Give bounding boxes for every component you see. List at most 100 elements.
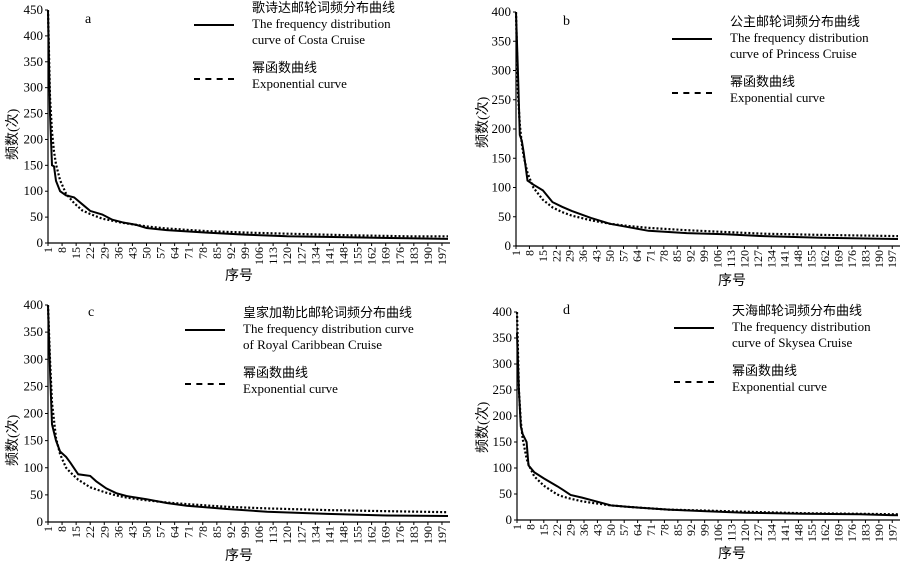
x-tick-label: 85 — [670, 250, 684, 262]
y-tick-label: 200 — [24, 131, 44, 146]
x-tick-label: 8 — [523, 524, 537, 530]
power-fit-line — [46, 304, 449, 514]
legend-text: Exponential curve — [732, 379, 827, 394]
legend-text: Exponential curve — [243, 381, 338, 396]
x-tick-label: 29 — [97, 526, 111, 538]
x-tick-label: 71 — [644, 524, 658, 536]
x-tick-label: 120 — [738, 524, 752, 542]
x-axis-label: 序号 — [225, 549, 253, 564]
x-tick-label: 155 — [351, 526, 365, 544]
y-tick-label: 250 — [24, 378, 44, 393]
panel-label: b — [563, 14, 570, 29]
y-tick-label: 0 — [506, 512, 513, 527]
y-tick-label: 150 — [24, 433, 44, 448]
x-tick-label: 64 — [168, 526, 182, 538]
x-tick-label: 99 — [238, 247, 252, 259]
x-tick-label: 155 — [351, 247, 365, 265]
x-tick-label: 197 — [435, 526, 449, 544]
x-tick-label: 134 — [308, 526, 322, 544]
x-tick-label: 36 — [111, 526, 125, 538]
legend-text: curve of Princess Cruise — [730, 46, 857, 61]
y-tick-label: 450 — [24, 2, 44, 17]
x-tick-label: 85 — [210, 526, 224, 538]
legend-solid-swatch — [194, 24, 234, 26]
legend-text: 幂函数曲线 — [730, 74, 796, 89]
x-tick-label: 64 — [168, 247, 182, 259]
x-tick-label: 92 — [224, 247, 238, 259]
x-tick-label: 64 — [631, 524, 645, 536]
x-tick-label: 155 — [805, 524, 819, 542]
x-tick-label: 120 — [280, 526, 294, 544]
legend-text: curve of Skysea Cruise — [732, 335, 853, 350]
chart-panel-b: 0 50 100 150 200 250 300 350 400 1 8 15 22 29 36 43 50 57… — [450, 0, 900, 289]
legend: 歌诗达邮轮词频分布曲线 The frequency distribution cur… — [194, 0, 395, 92]
x-tick-label: 15 — [69, 526, 83, 538]
y-tick-label: 300 — [493, 356, 513, 371]
x-tick-label: 78 — [196, 526, 210, 538]
legend-entry: 幂函数曲线 Exponential curve — [674, 363, 871, 395]
y-tick-label: 100 — [24, 460, 44, 475]
x-tick-label: 15 — [69, 247, 83, 259]
y-tick-label: 0 — [505, 238, 512, 253]
x-tick-label: 99 — [697, 250, 711, 262]
y-tick-label: 300 — [24, 351, 44, 366]
y-axis-label: 频数(次) — [476, 401, 491, 453]
legend-entry: 幂函数曲线 Exponential curve — [185, 365, 414, 397]
x-tick-label: 22 — [549, 250, 563, 262]
x-tick-label: 148 — [791, 524, 805, 542]
x-tick-label: 162 — [818, 524, 832, 542]
legend-dotted-swatch — [194, 78, 234, 80]
y-tick-label: 350 — [492, 33, 512, 48]
y-axis-label: 频数(次) — [476, 96, 491, 148]
panel-label: d — [563, 303, 570, 318]
x-tick-label: 22 — [550, 524, 564, 536]
x-tick-label: 36 — [577, 524, 591, 536]
panel-label: c — [88, 305, 95, 320]
y-tick-label: 400 — [24, 28, 44, 43]
y-tick-label: 0 — [37, 514, 44, 529]
panel-label: a — [85, 12, 92, 27]
y-tick-label: 350 — [24, 54, 44, 69]
x-tick-label: 113 — [724, 250, 738, 268]
x-tick-label: 50 — [139, 526, 153, 538]
x-tick-label: 134 — [308, 247, 322, 265]
x-tick-label: 1 — [41, 247, 55, 253]
x-tick-label: 43 — [590, 524, 604, 536]
x-tick-label: 169 — [379, 526, 393, 544]
x-tick-label: 43 — [590, 250, 604, 262]
x-tick-label: 106 — [711, 250, 725, 268]
y-tick-label: 300 — [492, 63, 512, 78]
x-tick-label: 1 — [510, 524, 524, 530]
x-tick-label: 190 — [872, 524, 886, 542]
x-tick-label: 1 — [509, 250, 523, 256]
x-tick-label: 169 — [831, 250, 845, 268]
y-tick-label: 400 — [24, 297, 44, 312]
legend-entry: 幂函数曲线 Exponential curve — [194, 60, 395, 92]
legend-text: of Royal Caribbean Cruise — [243, 337, 382, 352]
x-tick-label: 183 — [858, 524, 872, 542]
legend-text: 幂函数曲线 — [243, 365, 309, 380]
x-tick-label: 127 — [751, 524, 765, 542]
x-tick-label: 85 — [671, 524, 685, 536]
power-fit-line — [514, 11, 899, 238]
y-tick-label: 400 — [493, 304, 513, 319]
x-tick-label: 1 — [41, 526, 55, 532]
legend-entry: 公主邮轮词频分布曲线 The frequency distribution curv… — [672, 14, 869, 62]
x-tick-label: 155 — [805, 250, 819, 268]
y-tick-label: 400 — [492, 4, 512, 19]
x-tick-label: 183 — [407, 247, 421, 265]
x-tick-label: 141 — [778, 524, 792, 542]
x-tick-label: 176 — [393, 526, 407, 544]
x-tick-label: 197 — [885, 250, 899, 268]
y-tick-label: 100 — [493, 460, 513, 475]
legend-dotted-swatch — [185, 383, 225, 385]
legend-text: The frequency distribution curve — [243, 321, 414, 336]
y-axis-label: 频数(次) — [6, 108, 21, 160]
y-tick-label: 0 — [37, 235, 44, 250]
y-tick-label: 350 — [24, 324, 44, 339]
x-tick-label: 71 — [182, 526, 196, 538]
legend-text: curve of Costa Cruise — [252, 32, 366, 47]
x-tick-label: 50 — [603, 250, 617, 262]
